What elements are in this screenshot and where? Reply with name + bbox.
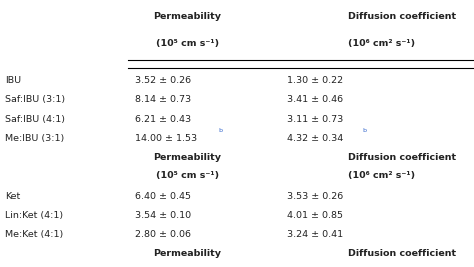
Text: b: b (218, 128, 222, 133)
Text: 6.21 ± 0.43: 6.21 ± 0.43 (135, 115, 191, 124)
Text: Diffusion coefficient: Diffusion coefficient (348, 153, 456, 162)
Text: 6.40 ± 0.45: 6.40 ± 0.45 (135, 192, 191, 201)
Text: 3.11 ± 0.73: 3.11 ± 0.73 (287, 115, 343, 124)
Text: 2.80 ± 0.06: 2.80 ± 0.06 (135, 230, 191, 239)
Text: Diffusion coefficient: Diffusion coefficient (348, 249, 456, 258)
Text: 3.41 ± 0.46: 3.41 ± 0.46 (287, 95, 343, 104)
Text: Lin:Ket (4:1): Lin:Ket (4:1) (5, 211, 63, 220)
Text: 8.14 ± 0.73: 8.14 ± 0.73 (135, 95, 191, 104)
Text: 3.53 ± 0.26: 3.53 ± 0.26 (287, 192, 343, 201)
Text: 1.30 ± 0.22: 1.30 ± 0.22 (287, 76, 343, 85)
Text: 4.32 ± 0.34: 4.32 ± 0.34 (287, 134, 343, 143)
Text: Diffusion coefficient: Diffusion coefficient (348, 12, 456, 21)
Text: Permeability: Permeability (153, 249, 221, 258)
Text: 14.00 ± 1.53: 14.00 ± 1.53 (135, 134, 197, 143)
Text: Me:IBU (3:1): Me:IBU (3:1) (5, 134, 64, 143)
Text: 3.54 ± 0.10: 3.54 ± 0.10 (135, 211, 191, 220)
Text: 3.24 ± 0.41: 3.24 ± 0.41 (287, 230, 343, 239)
Text: (10⁶ cm² s⁻¹): (10⁶ cm² s⁻¹) (348, 171, 416, 180)
Text: Permeability: Permeability (153, 12, 221, 21)
Text: 4.01 ± 0.85: 4.01 ± 0.85 (287, 211, 343, 220)
Text: Ket: Ket (5, 192, 20, 201)
Text: Saf:IBU (4:1): Saf:IBU (4:1) (5, 115, 65, 124)
Text: b: b (363, 128, 366, 133)
Text: Permeability: Permeability (153, 153, 221, 162)
Text: (10⁵ cm s⁻¹): (10⁵ cm s⁻¹) (155, 39, 219, 48)
Text: Saf:IBU (3:1): Saf:IBU (3:1) (5, 95, 65, 104)
Text: Me:Ket (4:1): Me:Ket (4:1) (5, 230, 63, 239)
Text: IBU: IBU (5, 76, 21, 85)
Text: (10⁵ cm s⁻¹): (10⁵ cm s⁻¹) (155, 171, 219, 180)
Text: 3.52 ± 0.26: 3.52 ± 0.26 (135, 76, 191, 85)
Text: (10⁶ cm² s⁻¹): (10⁶ cm² s⁻¹) (348, 39, 416, 48)
